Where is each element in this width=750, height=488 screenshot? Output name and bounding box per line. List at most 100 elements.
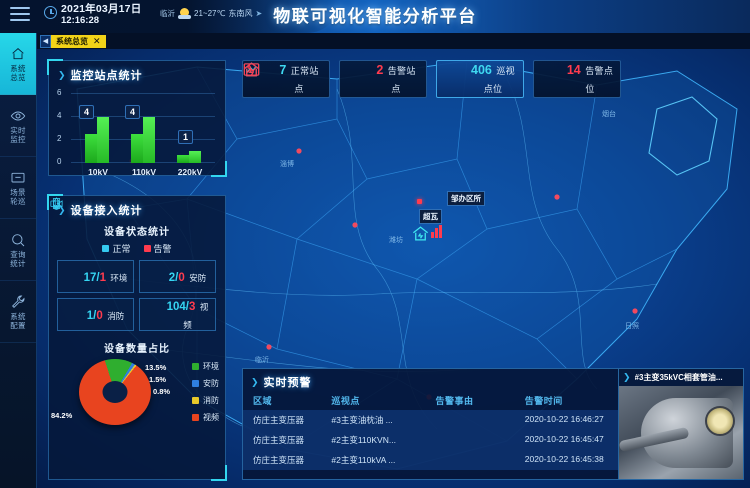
device-card-fire[interactable]: 1/0 消防 <box>52 197 134 331</box>
app-header: 2021年03月17日 12:16:28 临沂 21~27℃ 东南风 ➤ 物联可… <box>0 0 750 33</box>
video-preview-panel[interactable]: ❯ #3主变35kVC相套管油... <box>618 368 744 480</box>
stat-card-normal-stations[interactable]: 7 正常站点 <box>242 60 330 98</box>
map-region-label: 潍坊 <box>389 237 403 244</box>
alarm-bars-icon <box>431 225 442 238</box>
sidebar-item-query-statistics[interactable]: 查询 统计 <box>0 219 36 281</box>
play-arrow-icon: ❯ <box>58 69 66 80</box>
donut-legend-item: 环境 <box>192 361 219 372</box>
device-count: 2/0 <box>168 271 185 284</box>
x-tick: 220kV <box>177 167 203 177</box>
bar-group: 4 4 1 <box>75 93 213 163</box>
sidebar-label: 查询 统计 <box>10 250 26 268</box>
stat-card-alarm-points[interactable]: 14 告警点位 <box>243 60 621 98</box>
device-card-environment[interactable]: 17/1 环境 <box>53 198 134 293</box>
chevron-right-icon: ➤ <box>255 9 263 18</box>
video-panel-header: ❯ #3主变35kVC相套管油... <box>619 369 743 386</box>
page-title: 物联可视化智能分析平台 <box>273 7 477 26</box>
header-time: 12:16:28 <box>61 15 100 26</box>
cell-time: 2020-10-22 16:45:47 <box>524 434 604 444</box>
cell-point: #2主变110kVA ... <box>331 455 396 465</box>
device-card-video[interactable]: 104/3 视频 <box>50 200 216 331</box>
sidebar-item-realtime-monitor[interactable]: 实时 监控 <box>0 95 36 157</box>
table-row[interactable]: 仿庄主变压器 #2主变110kVA ... 2020-10-22 16:45:3… <box>243 450 624 470</box>
tab-system-overview[interactable]: 系统总览 ✕ <box>51 34 106 48</box>
video-title: #3主变35kVC相套管油... <box>634 373 723 382</box>
datetime-display: 2021年03月17日 12:16:28 <box>44 4 141 27</box>
search-icon <box>10 231 27 248</box>
bar-item[interactable]: 4 <box>124 93 164 163</box>
bar-item[interactable]: 1 <box>170 93 210 163</box>
video-frame[interactable] <box>619 386 743 479</box>
map-marker-label-station[interactable]: 超瓦 <box>419 209 442 224</box>
panel-header: ❯ 设备接入统计 <box>49 196 225 220</box>
device-share-donut-chart: 设备数量占比 13.5% 1.5% 0.8% 84.2% 环境 安防 消防 视频 <box>49 337 225 442</box>
tab-label: 系统总览 <box>56 36 88 46</box>
eye-icon <box>10 107 27 124</box>
cell-reason <box>436 454 525 466</box>
sidebar-label: 场景 轮巡 <box>10 188 26 206</box>
sidebar: 系统 总览 实时 监控 场景 轮巡 查询 统计 <box>0 33 37 488</box>
realtime-alarm-panel: ❯ 实时预警 区域 巡视点 告警事由 告警时间 仿庄主变压器 #3主变油枕油 .… <box>242 368 625 480</box>
weather-city: 临沂 <box>160 9 175 18</box>
stat-card-row: 7 正常站点 2 告警站点 406 巡视点位 <box>242 60 621 98</box>
map-region-label: 临沂 <box>255 357 269 364</box>
station-alarm-icon <box>244 62 367 90</box>
donut-pct-fire: 0.8% <box>153 387 171 396</box>
x-tick: 10kV <box>88 167 108 177</box>
sidebar-item-scene-patrol[interactable]: 场景 轮巡 <box>0 157 36 219</box>
sidebar-item-system-overview[interactable]: 系统 总览 <box>0 33 36 95</box>
column-header-area: 区域 <box>253 396 273 406</box>
device-card-security[interactable]: 2/0 安防 <box>52 198 216 293</box>
donut-ring[interactable] <box>79 359 151 425</box>
legend-item-alarm: 告警 <box>143 242 172 255</box>
table-header-row: 区域 巡视点 告警事由 告警时间 <box>243 392 624 410</box>
sidebar-label: 实时 监控 <box>10 126 26 144</box>
table-row[interactable]: 仿庄主变压器 #2主变110KVN... 2020-10-22 16:45:47 <box>243 430 624 450</box>
device-label: 视频 <box>183 301 209 330</box>
sidebar-item-system-config[interactable]: 系统 配置 <box>0 281 36 343</box>
column-header-point: 巡视点 <box>331 396 360 406</box>
weather-widget: 临沂 21~27℃ 东南风 ➤ <box>160 8 262 19</box>
legend-item-normal: 正常 <box>102 242 131 255</box>
map-canvas[interactable]: 济南 淄博 潍坊 烟台 临沂 日照 邹办区所 超瓦 <box>37 49 750 488</box>
x-axis-labels: 10kV 110kV 220kV <box>75 167 213 177</box>
map-region-label: 日照 <box>625 323 639 330</box>
map-marker-dot[interactable] <box>417 199 422 204</box>
cell-time: 2020-10-22 16:46:27 <box>524 414 604 424</box>
device-statistics-panel: ❯ 设备接入统计 设备状态统计 正常 告警 17/1 <box>47 194 227 481</box>
stat-label: 告警点位 <box>585 66 614 94</box>
stat-card-patrol-points[interactable]: 406 巡视点位 <box>243 60 524 98</box>
donut-pct-video: 84.2% <box>51 411 73 420</box>
thermometer-icon <box>53 198 78 285</box>
stat-value: 7 <box>279 63 287 77</box>
hamburger-icon[interactable] <box>10 7 30 25</box>
stat-card-alarm-stations[interactable]: 2 告警站点 <box>244 60 427 98</box>
table-row[interactable]: 仿庄主变压器 #3主变油枕油 ... 2020-10-22 16:46:27 <box>243 410 624 430</box>
stat-value: 2 <box>376 63 384 77</box>
bar-item[interactable]: 4 <box>78 93 118 163</box>
device-count: 1/0 <box>86 309 103 322</box>
sidebar-label: 系统 配置 <box>10 312 26 330</box>
donut-legend-item: 安防 <box>192 378 219 389</box>
y-tick: 2 <box>57 134 62 143</box>
wrench-icon <box>10 293 27 310</box>
device-status-subtitle: 设备状态统计 <box>104 227 170 238</box>
tab-scroll-left-button[interactable]: ◀ <box>40 34 51 48</box>
panel-title: 实时预警 <box>263 377 312 389</box>
bar-value-label: 4 <box>125 105 141 119</box>
close-icon[interactable]: ✕ <box>93 35 101 46</box>
bar-value-label: 4 <box>79 105 95 119</box>
cell-reason <box>436 434 525 446</box>
y-tick: 4 <box>57 111 62 120</box>
y-tick: 0 <box>57 157 62 166</box>
screen-icon <box>10 169 27 186</box>
map-marker-label-region[interactable]: 邹办区所 <box>447 191 485 206</box>
device-count: 104/3 <box>166 300 196 313</box>
donut-legend-item: 消防 <box>192 395 219 406</box>
cell-area: 仿庄主变压器 <box>253 415 305 425</box>
donut-pct-environment: 13.5% <box>145 363 167 372</box>
tab-strip: ◀ 系统总览 ✕ <box>40 33 106 49</box>
stat-label: 巡视点位 <box>483 66 515 94</box>
device-count: 17/1 <box>83 271 106 284</box>
weather-wind: 东南风 <box>228 9 253 18</box>
